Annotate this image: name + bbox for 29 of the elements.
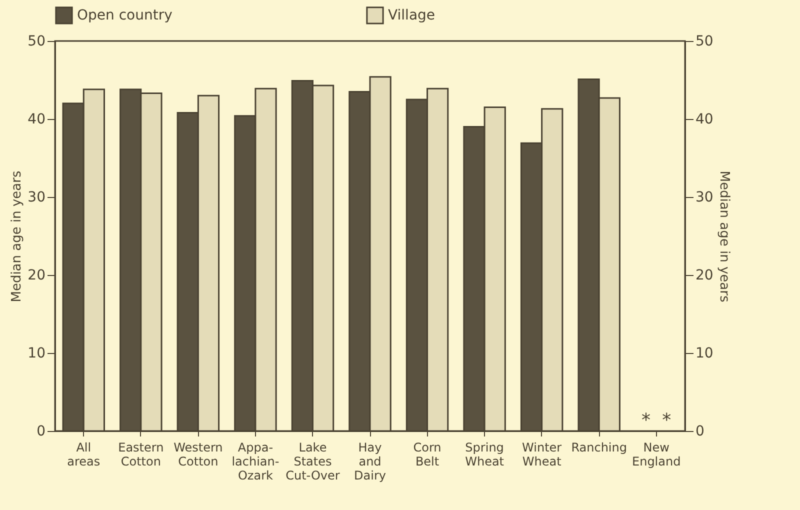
y2-tick-label: 40	[696, 112, 714, 128]
y2-tick-label: 10	[696, 346, 714, 362]
x-tick-label: Spring Wheat	[465, 440, 504, 468]
y-tick-label: 0	[36, 424, 46, 440]
x-tick-label: Corn Belt	[413, 440, 442, 468]
x-tick-label: Ranching	[571, 440, 627, 454]
legend-label: Open country	[77, 7, 172, 24]
x-tick-label: Western Cotton	[174, 440, 223, 468]
x-tick-label: All areas	[67, 440, 100, 468]
x-tick-label: Winter Wheat	[522, 440, 562, 468]
x-tick-label: Eastern Cotton	[118, 440, 164, 468]
annotation: *	[642, 410, 651, 431]
y-tick-label: 30	[28, 190, 46, 206]
y-tick-label: 10	[28, 346, 46, 362]
y2-axis-title: Median age in years	[716, 170, 732, 302]
x-tick-label: Lake States Cut-Over	[286, 440, 340, 482]
x-tick-label: Hay and Dairy	[354, 440, 386, 482]
y2-tick-label: 30	[696, 190, 714, 206]
y-tick-label: 50	[28, 34, 46, 50]
annotation: *	[662, 410, 672, 431]
x-tick-label: Appa- lachian- Ozark	[232, 440, 280, 482]
y2-tick-label: 20	[696, 268, 714, 284]
y2-tick-label: 50	[696, 34, 714, 50]
y-tick-label: 40	[28, 112, 46, 128]
y2-tick-label: 0	[696, 424, 704, 440]
y-axis-title: Median age in years	[10, 170, 25, 302]
legend-label: Village	[388, 7, 436, 24]
x-tick-label: New England	[632, 440, 681, 468]
y-tick-label: 20	[28, 268, 46, 284]
